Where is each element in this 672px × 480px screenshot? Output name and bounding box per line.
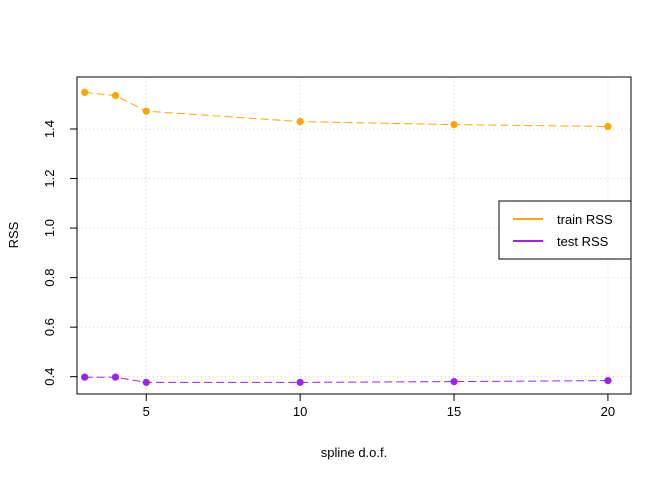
legend: train RSS test RSS <box>498 200 632 260</box>
data-point-train <box>111 91 120 100</box>
x-tick-label: 5 <box>143 404 150 419</box>
data-point-test <box>296 378 304 386</box>
data-point-test <box>81 373 89 381</box>
x-axis: 5 10 15 20 <box>143 394 615 419</box>
y-axis: 0.4 0.6 0.8 1.0 1.2 1.4 <box>42 120 77 386</box>
legend-label-test: test RSS <box>557 234 609 249</box>
legend-box <box>498 200 632 260</box>
data-point-test <box>111 373 120 381</box>
x-axis-label: spline d.o.f. <box>321 445 388 460</box>
y-tick-label: 0.8 <box>42 269 57 287</box>
series-line-test <box>84 376 608 383</box>
y-axis-label: RSS <box>6 221 21 248</box>
data-point-train <box>142 107 150 115</box>
y-tick-label: 0.6 <box>42 318 57 336</box>
data-point-test <box>142 378 150 386</box>
legend-label-train: train RSS <box>557 212 613 227</box>
y-tick-label: 1.0 <box>42 219 57 237</box>
series-layer <box>81 88 612 386</box>
y-tick-label: 1.2 <box>42 170 57 188</box>
data-point-train <box>604 122 612 131</box>
data-point-train <box>450 120 458 129</box>
data-point-test <box>450 378 458 386</box>
data-point-train <box>81 88 89 96</box>
y-tick-label: 1.4 <box>42 120 57 138</box>
series-line-train <box>84 91 608 127</box>
data-point-train <box>296 117 304 126</box>
x-tick-label: 20 <box>601 404 615 419</box>
data-point-test <box>604 377 612 385</box>
x-tick-label: 15 <box>447 404 461 419</box>
x-tick-label: 10 <box>293 404 307 419</box>
y-tick-label: 0.4 <box>42 368 57 386</box>
